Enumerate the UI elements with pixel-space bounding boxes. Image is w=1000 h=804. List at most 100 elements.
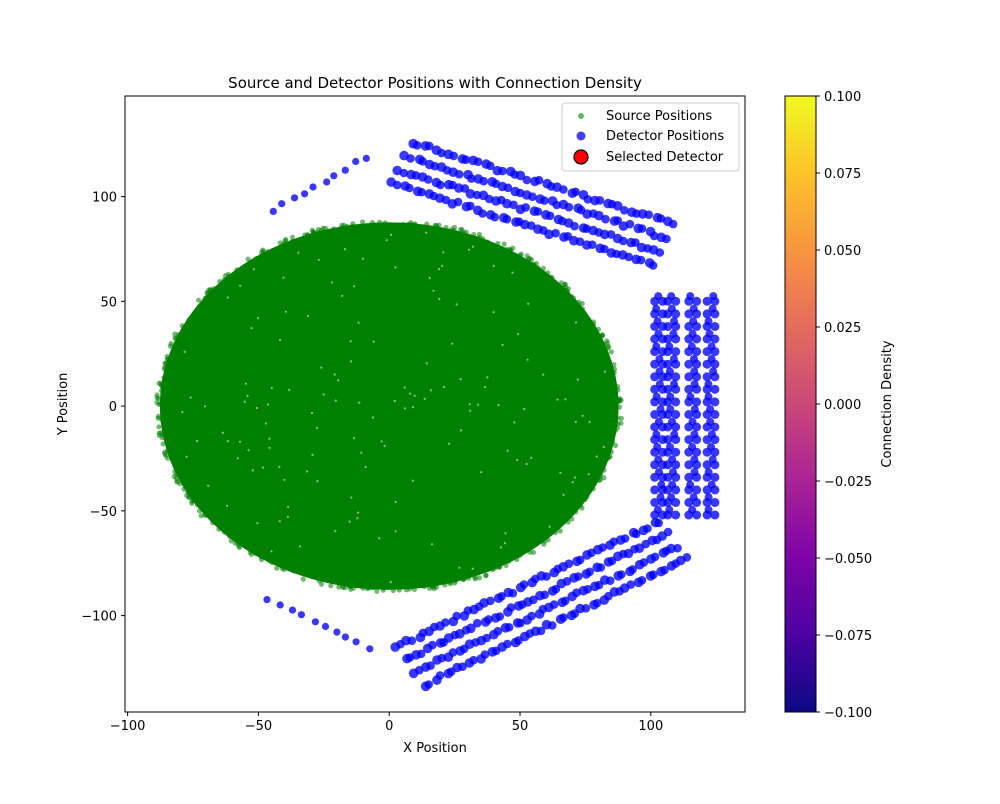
source-point	[405, 313, 411, 319]
source-point	[405, 452, 411, 459]
source-point	[205, 327, 211, 333]
source-point	[485, 473, 491, 479]
source-point	[500, 463, 506, 469]
source-point	[422, 503, 428, 509]
source-point	[489, 395, 495, 401]
source-point	[293, 404, 299, 410]
source-point	[487, 246, 493, 252]
source-point	[257, 486, 263, 492]
source-point	[254, 307, 260, 313]
source-point	[608, 449, 614, 455]
source-point	[319, 404, 325, 410]
source-point	[212, 407, 219, 413]
source-point	[428, 313, 434, 319]
source-point	[405, 420, 411, 426]
source-point	[479, 278, 485, 284]
source-point	[385, 412, 391, 418]
source-point	[466, 269, 472, 276]
source-point	[432, 389, 438, 395]
source-point	[342, 234, 348, 240]
source-point	[405, 317, 411, 323]
source-point	[437, 309, 443, 315]
source-point	[277, 240, 283, 246]
source-point	[210, 325, 216, 331]
source-point	[190, 442, 196, 448]
source-point	[427, 226, 433, 232]
source-point	[247, 452, 253, 458]
source-point	[402, 335, 408, 341]
source-point	[432, 234, 438, 240]
source-point	[274, 318, 280, 324]
source-point	[485, 403, 491, 409]
source-point	[487, 494, 493, 500]
source-point	[271, 305, 277, 311]
source-point	[548, 404, 554, 410]
source-point	[584, 452, 591, 458]
source-point	[318, 531, 325, 537]
source-point	[273, 270, 279, 276]
source-point	[448, 449, 454, 455]
source-point	[344, 241, 350, 248]
source-point	[288, 275, 294, 281]
source-point	[232, 445, 238, 451]
source-point	[275, 247, 281, 253]
source-point	[561, 468, 567, 474]
source-point	[371, 286, 377, 292]
source-point	[574, 439, 580, 445]
source-point	[222, 285, 228, 291]
source-point	[244, 308, 250, 314]
source-point	[209, 473, 215, 479]
source-point	[347, 558, 353, 564]
source-point	[345, 352, 351, 358]
source-point	[379, 362, 386, 368]
source-point	[402, 359, 408, 365]
source-point	[371, 302, 377, 308]
source-point	[281, 453, 287, 459]
source-point	[467, 448, 474, 454]
source-point	[324, 535, 331, 541]
source-point	[279, 477, 285, 483]
source-point	[467, 284, 473, 291]
source-point	[172, 439, 178, 445]
source-point	[259, 286, 265, 292]
source-point	[425, 570, 431, 576]
source-point	[357, 524, 363, 530]
source-point	[189, 498, 195, 504]
source-point	[162, 418, 168, 424]
source-point	[478, 258, 484, 264]
source-point	[257, 334, 263, 340]
source-point	[493, 333, 499, 340]
source-point	[459, 529, 465, 535]
source-point	[228, 473, 234, 480]
source-point	[345, 459, 351, 465]
source-point	[482, 435, 488, 441]
source-point	[457, 567, 463, 574]
source-point	[463, 536, 469, 542]
source-point	[328, 446, 334, 452]
source-point	[588, 327, 594, 333]
source-point	[453, 476, 460, 483]
source-point	[360, 585, 366, 591]
source-point	[185, 440, 191, 446]
source-point	[366, 345, 372, 351]
source-point	[504, 524, 510, 530]
source-point	[323, 551, 329, 558]
source-point	[512, 518, 518, 524]
source-point	[192, 398, 198, 404]
source-point	[585, 465, 591, 471]
source-point	[460, 334, 466, 340]
source-point	[428, 347, 434, 353]
source-point	[296, 357, 302, 363]
source-point	[235, 459, 241, 465]
source-point	[408, 541, 414, 547]
source-point	[411, 586, 418, 593]
source-point	[479, 510, 485, 517]
source-point	[424, 221, 430, 227]
source-point	[321, 447, 327, 453]
source-point	[464, 520, 471, 526]
source-point	[367, 558, 373, 565]
source-point	[444, 487, 450, 494]
source-point	[331, 240, 337, 246]
source-point	[309, 253, 315, 259]
